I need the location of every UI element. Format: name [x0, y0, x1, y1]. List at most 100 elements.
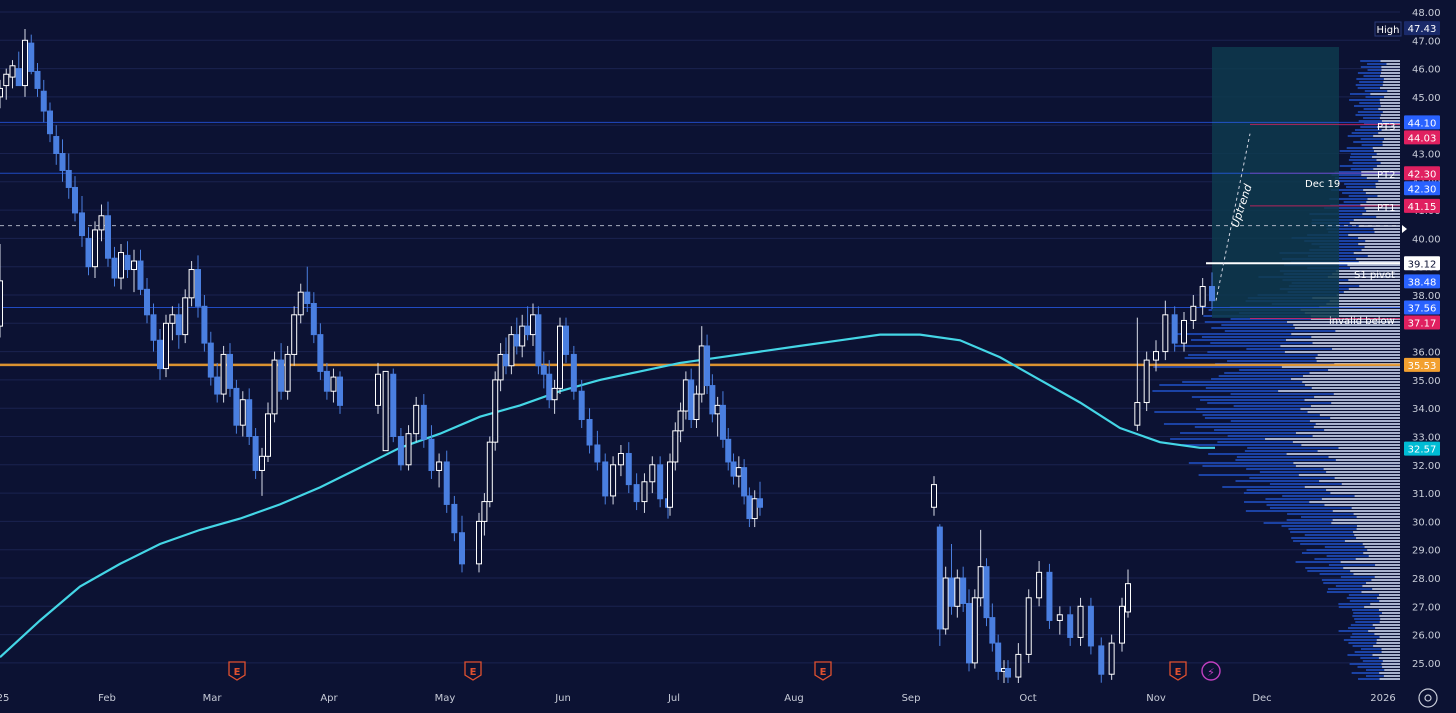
candle-body	[397, 436, 404, 466]
volume-profile-bar	[1286, 453, 1400, 455]
volume-profile-bar	[1362, 585, 1400, 587]
x-tick-label: 25	[0, 693, 9, 704]
earnings-markers: E E E E ⚡	[228, 661, 1221, 681]
candle-body	[1067, 614, 1074, 638]
volume-profile-bar	[1298, 474, 1400, 476]
candle-body	[220, 353, 227, 395]
volume-profile-bar	[1295, 465, 1400, 467]
volume-profile-bar	[1246, 348, 1400, 350]
volume-profile-bar	[1302, 381, 1400, 383]
volume-profile-bar	[1285, 339, 1400, 341]
x-tick-label: Sep	[902, 693, 921, 704]
volume-profile-bar	[1315, 423, 1400, 425]
volume-profile-bar	[1177, 333, 1400, 335]
y-tick-label: 46.00	[1412, 65, 1441, 76]
volume-profile-bar	[1307, 255, 1400, 257]
candle-body	[725, 438, 732, 463]
volume-profile-bar	[1154, 411, 1400, 413]
volume-profile-bar	[1307, 411, 1400, 413]
volume-profile-bar	[1236, 456, 1400, 458]
volume-profile-bar	[1350, 636, 1400, 638]
volume-profile-bar	[1356, 516, 1400, 518]
volume-profile-bar	[1265, 438, 1400, 440]
y-axis: 25.00 26.00 27.00 28.00 29.00 30.00 31.00 32.00…	[1402, 0, 1456, 683]
volume-profile-bar	[1304, 534, 1400, 536]
volume-profile-bar	[1341, 483, 1400, 485]
candle-body	[1036, 571, 1043, 599]
volume-profile-bar	[1309, 249, 1400, 251]
volume-profile-bar	[1367, 63, 1400, 65]
settings-button[interactable]	[1418, 688, 1438, 708]
candle-body	[735, 467, 742, 477]
candle-body	[34, 70, 41, 89]
candle-body	[1190, 305, 1197, 321]
volume-profile-bar	[1359, 285, 1400, 287]
candle-body	[265, 413, 271, 457]
volume-profile-bar	[1235, 459, 1400, 461]
volume-profile-bar	[1381, 612, 1400, 614]
volume-profile-bar	[1362, 213, 1400, 215]
volume-profile-bar	[1324, 429, 1400, 431]
candle-body	[1077, 605, 1084, 638]
candle-body	[144, 288, 150, 316]
volume-profile-bar	[1355, 114, 1400, 116]
volume-profile-bar	[1354, 105, 1400, 107]
y-tick-label: 47.00	[1412, 36, 1441, 47]
candle-body	[497, 353, 504, 381]
x-tick-label: Mar	[203, 693, 223, 704]
candle-body	[551, 387, 558, 401]
candle-body	[481, 501, 488, 522]
volume-profile-bar	[1355, 84, 1400, 86]
volume-profile-bar	[1358, 261, 1400, 263]
volume-profile-bar	[1332, 519, 1400, 521]
volume-profile-bar	[1377, 195, 1400, 197]
volume-profile-bar	[1350, 153, 1400, 155]
moving-average	[0, 333, 1215, 659]
volume-profile-bar	[1282, 279, 1400, 281]
volume-profile-bar	[1381, 663, 1400, 665]
volume-profile-bar	[1360, 648, 1400, 650]
volume-profile-bar	[1382, 660, 1400, 662]
candle-body	[983, 566, 990, 619]
volume-profile-bar	[1312, 342, 1400, 344]
volume-profile-bar	[1182, 381, 1400, 383]
candle-body	[317, 334, 324, 372]
volume-profile-bar	[1381, 69, 1400, 71]
volume-profile-bar	[1370, 603, 1400, 605]
candle-body	[92, 229, 98, 268]
volume-profile-bar	[1377, 126, 1400, 128]
candle-body	[451, 503, 458, 534]
y-tick-label: 27.00	[1412, 602, 1441, 613]
volume-profile-bar	[1366, 210, 1400, 212]
candle-body	[3, 73, 10, 87]
x-tick-label: Oct	[1019, 693, 1036, 704]
volume-profile-bar	[1354, 495, 1400, 497]
volume-profile-bar	[1368, 555, 1400, 557]
volume-profile-bar	[1180, 432, 1400, 434]
volume-profile-bar	[1295, 432, 1400, 434]
volume-profile-bar	[1351, 132, 1400, 134]
volume-profile-bar	[1315, 357, 1400, 359]
candle-body	[195, 269, 201, 307]
settings-icon[interactable]	[1418, 688, 1438, 708]
volume-profile-bar	[1372, 147, 1400, 149]
volume-profile-bar	[1368, 630, 1400, 632]
candle-body	[436, 461, 443, 471]
candle-body	[0, 87, 3, 98]
settings-icon-center	[1424, 694, 1432, 702]
candle-body	[118, 252, 124, 279]
volume-profile-bar	[1379, 678, 1400, 680]
volume-profile-bar	[1339, 165, 1400, 167]
candle-body	[741, 467, 748, 497]
moving-average-line	[0, 333, 1215, 659]
volume-profile-bar	[1349, 663, 1400, 665]
volume-profile-bar	[1230, 393, 1400, 395]
candle-body	[65, 169, 72, 188]
volume-profile-bar	[1354, 129, 1400, 131]
volume-profile-bar	[1317, 450, 1400, 452]
volume-profile-bar	[1348, 195, 1400, 197]
candle-body	[214, 376, 221, 395]
candle-body	[942, 577, 949, 630]
volume-profile-bar	[1377, 597, 1400, 599]
candle-body	[163, 322, 169, 370]
